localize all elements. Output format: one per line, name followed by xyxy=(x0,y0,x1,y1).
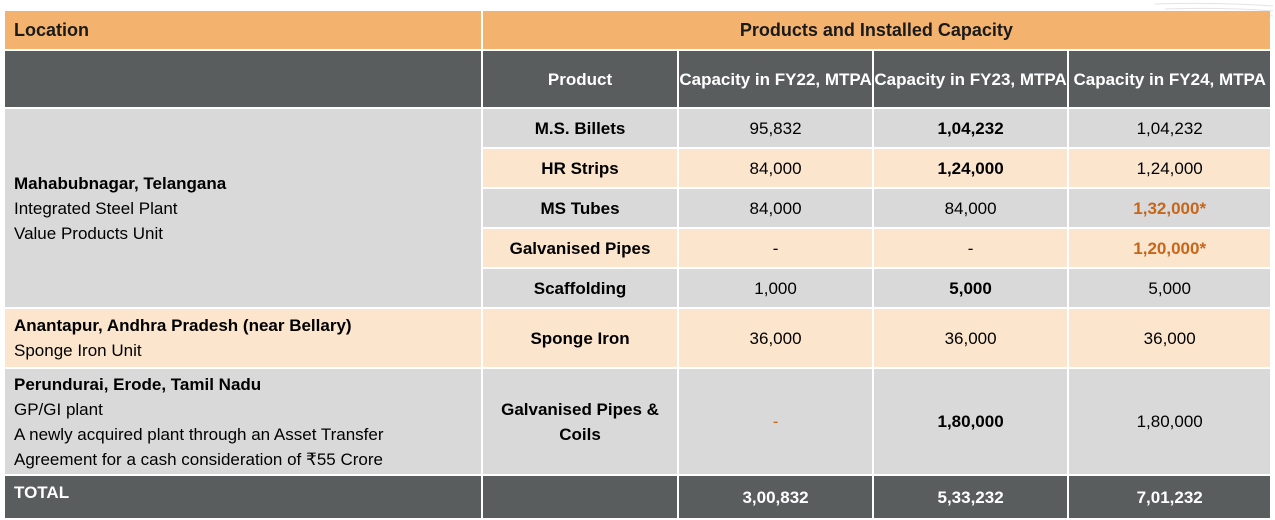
location-header-blank xyxy=(5,51,481,107)
fy22-header: Capacity in FY22, MTPA xyxy=(679,51,872,107)
product-cell: Scaffolding xyxy=(482,269,678,307)
fy24-cell: 5,000 xyxy=(1069,269,1270,307)
fy24-cell: 1,32,000* xyxy=(1069,189,1270,227)
product-cell: Sponge Iron xyxy=(482,309,678,367)
location-name: Mahabubnagar, Telangana xyxy=(14,173,227,193)
fy22-cell: 95,832 xyxy=(679,109,872,147)
fy23-cell: 1,04,232 xyxy=(873,109,1068,147)
fy23-cell: 1,80,000 xyxy=(873,369,1068,474)
fy23-header: Capacity in FY23, MTPA xyxy=(873,51,1068,107)
total-fy22: 3,00,832 xyxy=(679,476,872,518)
fy24-cell: 1,20,000* xyxy=(1069,229,1270,267)
location-name: Perundurai, Erode, Tamil Nadu xyxy=(14,374,262,394)
fy24-header: Capacity in FY24, MTPA xyxy=(1069,51,1270,107)
product-header: Product xyxy=(482,51,678,107)
fy23-cell: 5,000 xyxy=(873,269,1068,307)
fy22-cell: - xyxy=(679,369,872,474)
fy22-cell: 84,000 xyxy=(679,149,872,187)
location-detail: Value Products Unit xyxy=(14,223,163,243)
capacity-table: Location Products and Installed Capacity… xyxy=(3,9,1272,520)
location-detail: GP/GI plant xyxy=(14,399,103,419)
product-cell: M.S. Billets xyxy=(482,109,678,147)
location-mahabubnagar: Mahabubnagar, Telangana Integrated Steel… xyxy=(5,109,481,307)
location-anantapur: Anantapur, Andhra Pradesh (near Bellary)… xyxy=(5,309,481,367)
fy22-cell: 84,000 xyxy=(679,189,872,227)
location-detail: Integrated Steel Plant xyxy=(14,198,178,218)
location-perundurai: Perundurai, Erode, Tamil Nadu GP/GI plan… xyxy=(5,369,481,474)
fy22-cell: - xyxy=(679,229,872,267)
total-product-blank xyxy=(482,476,678,518)
fy23-cell: 1,24,000 xyxy=(873,149,1068,187)
product-cell: HR Strips xyxy=(482,149,678,187)
products-capacity-header: Products and Installed Capacity xyxy=(482,11,1270,49)
fy24-cell: 1,80,000 xyxy=(1069,369,1270,474)
total-fy23: 5,33,232 xyxy=(873,476,1068,518)
fy22-cell: 36,000 xyxy=(679,309,872,367)
product-cell: Galvanised Pipes xyxy=(482,229,678,267)
product-cell: Galvanised Pipes & Coils xyxy=(482,369,678,474)
fy24-cell: 36,000 xyxy=(1069,309,1270,367)
product-cell: MS Tubes xyxy=(482,189,678,227)
location-header: Location xyxy=(5,11,481,49)
fy23-cell: - xyxy=(873,229,1068,267)
location-detail: Sponge Iron Unit xyxy=(14,341,142,360)
fy24-cell: 1,04,232 xyxy=(1069,109,1270,147)
location-detail: A newly acquired plant through an Asset … xyxy=(14,424,384,469)
fy24-cell: 1,24,000 xyxy=(1069,149,1270,187)
total-label: TOTAL xyxy=(5,476,481,518)
fy22-cell: 1,000 xyxy=(679,269,872,307)
total-fy24: 7,01,232 xyxy=(1069,476,1270,518)
fy23-cell: 84,000 xyxy=(873,189,1068,227)
fy23-cell: 36,000 xyxy=(873,309,1068,367)
location-name: Anantapur, Andhra Pradesh (near Bellary) xyxy=(14,316,352,335)
